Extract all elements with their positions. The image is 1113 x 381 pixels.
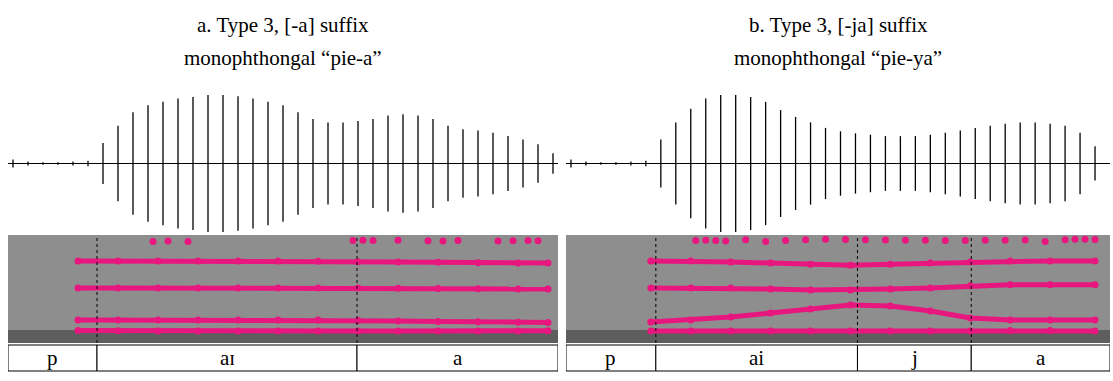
svg-text:b. Type 3, [-ja] suffix: b. Type 3, [-ja] suffix [749,13,928,37]
svg-text:j: j [911,346,918,370]
svg-text:monophthongal “pie-a”: monophthongal “pie-a” [184,46,382,70]
svg-text:a: a [1036,346,1046,370]
svg-text:a: a [453,346,463,370]
svg-text:p: p [47,346,58,370]
svg-text:aɪ: aɪ [220,346,235,370]
svg-text:monophthongal “pie-ya”: monophthongal “pie-ya” [734,46,942,70]
svg-text:ai: ai [749,346,764,370]
svg-text:p: p [605,346,616,370]
svg-text:a. Type 3, [-a] suffix: a. Type 3, [-a] suffix [197,13,369,37]
